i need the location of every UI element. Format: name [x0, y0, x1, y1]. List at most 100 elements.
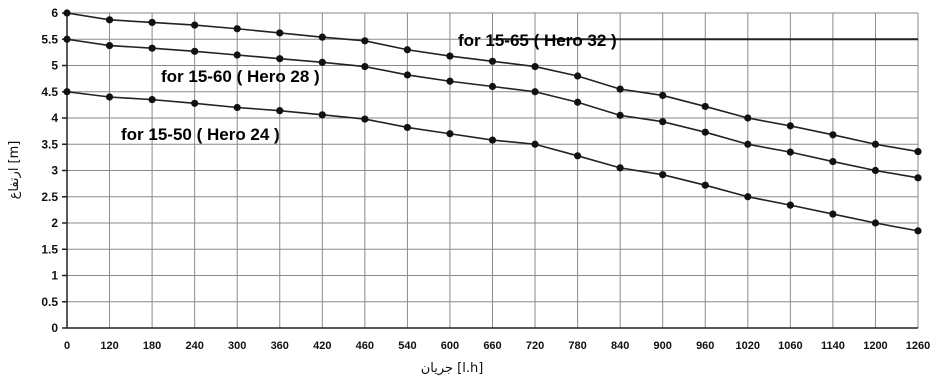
data-point: [829, 157, 837, 166]
x-tick-label: 960: [696, 340, 714, 352]
data-point: [871, 219, 880, 227]
series-label-hero-32: for 15-65 ( Hero 32 ): [458, 31, 617, 50]
y-tick-label: 2: [51, 216, 58, 230]
data-point: [191, 99, 199, 107]
data-point: [233, 51, 241, 59]
data-point: [531, 62, 539, 71]
data-point: [318, 58, 326, 66]
data-point: [829, 131, 837, 139]
x-tick-label: 660: [483, 340, 501, 352]
data-point: [148, 18, 156, 27]
data-point: [403, 71, 411, 79]
data-point: [191, 47, 199, 55]
y-axis-title: ارتفاع [m]: [7, 141, 22, 200]
x-tick-label: 300: [228, 340, 246, 352]
series-label-hero-24: for 15-50 ( Hero 24 ): [121, 125, 280, 144]
data-point: [744, 140, 752, 148]
x-tick-label: 240: [185, 340, 203, 352]
data-point: [233, 25, 241, 33]
data-point: [276, 107, 284, 115]
data-point: [318, 33, 326, 41]
x-tick-label: 360: [271, 340, 289, 352]
data-point: [744, 114, 752, 122]
x-tick-label: 900: [654, 340, 672, 352]
data-point: [233, 103, 241, 112]
data-point: [914, 148, 922, 156]
x-tick-label: 120: [100, 340, 118, 352]
series-lines: [63, 9, 922, 235]
data-point: [403, 46, 411, 54]
data-point: [914, 174, 922, 182]
data-point: [63, 35, 71, 43]
data-point: [531, 88, 539, 96]
data-point: [744, 193, 752, 201]
y-tick-label: 4.5: [41, 85, 58, 99]
data-point: [63, 9, 71, 17]
data-point: [318, 111, 326, 119]
data-point: [616, 164, 624, 172]
data-point: [276, 55, 284, 63]
x-tick-label: 840: [611, 340, 629, 352]
data-point: [361, 62, 369, 71]
data-point: [786, 148, 794, 156]
data-point: [148, 96, 156, 104]
data-point: [148, 44, 156, 52]
data-point: [403, 123, 411, 132]
y-tick-label: 1: [51, 269, 58, 283]
data-point: [871, 140, 880, 148]
y-tick-labels: 0 0.5 1 1.5 2 2.5 3 3.5 4 4.5 5 5.5 6: [41, 6, 58, 335]
x-tick-label: 180: [143, 340, 161, 352]
x-tick-label: 600: [441, 340, 459, 352]
x-tick-labels: 0 120 180 240 300 360 420 460 540 600 660 720 780 840…: [64, 340, 930, 352]
data-point: [361, 115, 369, 123]
x-axis-title: جريان [l.h]: [421, 361, 484, 376]
x-tick-label: 1060: [778, 340, 802, 352]
y-tick-label: 0.5: [41, 295, 58, 309]
data-point: [701, 102, 709, 111]
y-tick-label: 4: [51, 111, 58, 125]
data-point: [446, 77, 454, 85]
x-tick-label: 720: [526, 340, 544, 352]
y-tick-label: 5.5: [41, 32, 58, 46]
series-labels: for 15-65 ( Hero 32 ) for 15-60 ( Hero 2…: [121, 31, 617, 144]
x-tick-label: 420: [313, 340, 331, 352]
x-tick-label: 0: [64, 340, 70, 352]
data-point: [488, 82, 497, 91]
data-point: [531, 140, 539, 148]
data-point: [105, 16, 114, 24]
x-tick-label: 1260: [906, 340, 930, 352]
data-point: [616, 111, 624, 119]
x-tick-label: 1020: [736, 340, 760, 352]
data-point: [871, 166, 880, 175]
data-point: [701, 181, 709, 189]
y-tick-label: 3.5: [41, 137, 58, 151]
y-tick-label: 1.5: [41, 242, 58, 256]
data-point: [574, 72, 582, 80]
x-tick-label: 1200: [863, 340, 887, 352]
data-point: [191, 21, 199, 29]
data-point: [574, 98, 582, 106]
x-tick-label: 540: [398, 340, 416, 352]
data-point: [446, 130, 454, 138]
series-label-hero-28: for 15-60 ( Hero 28 ): [161, 67, 320, 86]
data-point: [361, 37, 369, 45]
data-point: [63, 88, 71, 96]
data-point: [659, 171, 667, 179]
data-point: [786, 201, 794, 209]
y-tick-label: 6: [51, 6, 58, 20]
data-point: [446, 52, 454, 60]
data-point: [488, 136, 497, 144]
data-point: [829, 210, 837, 218]
y-tick-label: 2.5: [41, 190, 58, 204]
data-point: [914, 227, 922, 235]
data-point: [701, 128, 709, 136]
data-point: [616, 85, 624, 93]
data-point: [105, 41, 114, 50]
data-point: [786, 122, 794, 130]
data-point: [659, 118, 667, 126]
data-point: [488, 57, 497, 65]
data-point: [276, 29, 284, 37]
data-point: [659, 91, 667, 100]
x-tick-label: 1140: [821, 340, 845, 352]
